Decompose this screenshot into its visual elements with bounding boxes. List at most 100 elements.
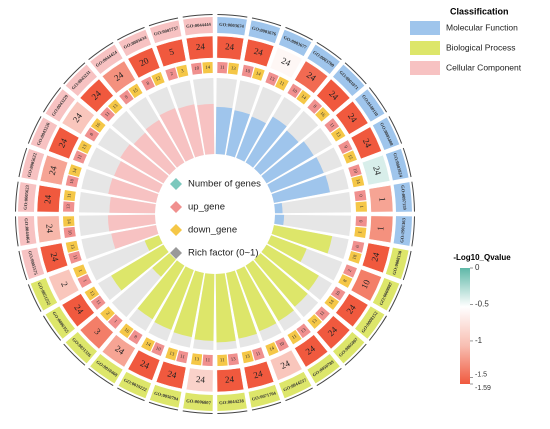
up-gene-count: 10 (194, 66, 200, 72)
term-band (65, 64, 98, 97)
gene-count: 2 (59, 280, 70, 288)
term-band (65, 332, 98, 364)
up-gene-cell (252, 347, 265, 361)
colorbar-title: -Log10_Qvalue (453, 253, 511, 262)
term-label: GO:0044238 (219, 398, 245, 405)
gene-cell (243, 38, 275, 68)
down-gene-cell (141, 337, 155, 352)
up-gene-count: 10 (351, 168, 357, 175)
up-gene-cell (324, 118, 340, 133)
gene-count: 24 (371, 165, 383, 177)
rich-track (274, 191, 351, 214)
rich-track (274, 214, 351, 237)
outer-axis (368, 315, 387, 341)
down-gene-count: 11 (67, 193, 73, 199)
outer-axis (27, 284, 42, 312)
term-band (333, 64, 365, 97)
gene-cell (361, 154, 391, 186)
outer-axis (251, 401, 282, 411)
down-gene-cell (191, 353, 203, 366)
gene-cell (101, 334, 136, 368)
rich-bar (274, 203, 283, 214)
outer-axis (43, 315, 62, 341)
up-gene-count: 0 (359, 219, 364, 222)
outer-axis (344, 62, 367, 85)
down-gene-cell (119, 323, 134, 339)
down-gene-cell (348, 251, 362, 264)
down-gene-cell (63, 216, 75, 227)
up-gene-cell (63, 201, 75, 212)
term-band (90, 44, 123, 74)
outer-axis (18, 147, 28, 178)
gene-cell (335, 293, 369, 328)
term-label: GO:0006807 (186, 398, 212, 405)
outer-axis (63, 62, 86, 85)
up-gene-cell (202, 354, 213, 366)
down-gene-count: 13 (312, 318, 319, 325)
gene-count: 24 (195, 41, 205, 52)
up-gene-cell (265, 72, 279, 86)
down-gene-cell (217, 354, 228, 366)
down-gene-cell (315, 106, 330, 122)
down-gene-count: 18 (352, 254, 358, 261)
gene-count: 24 (369, 251, 381, 263)
up-gene-cell (241, 64, 254, 78)
up-gene-count: 13 (231, 357, 237, 363)
up-gene-count: 1 (112, 319, 118, 325)
up-gene-cell (307, 99, 323, 114)
up-gene-count: 10 (245, 69, 251, 75)
outer-axis (43, 87, 62, 113)
up-gene-count: 13 (300, 327, 307, 334)
term-band (372, 117, 400, 151)
term-label: GO:0005622 (26, 152, 37, 178)
up-gene-count: 8 (146, 81, 151, 87)
outer-axis (217, 14, 248, 18)
gene-count: 24 (44, 224, 55, 234)
term-label: GO:0071704 (251, 390, 277, 401)
gene-cell (79, 315, 114, 350)
outer-axis (117, 387, 145, 402)
up-gene-cell (73, 150, 87, 164)
down-gene-cell (84, 286, 100, 301)
term-band (372, 277, 400, 311)
gene-cell (368, 215, 394, 244)
rich-bar (245, 116, 287, 168)
up-gene-count: 9 (342, 145, 348, 150)
up-gene-cell (343, 264, 357, 278)
up-gene-cell (287, 83, 302, 99)
down-gene-cell (176, 64, 189, 78)
up-gene-cell (165, 67, 178, 81)
down-gene-cell (275, 76, 289, 91)
up-gene-cell (275, 337, 289, 352)
gene-cell (216, 367, 245, 393)
gene-count: 24 (225, 374, 235, 385)
term-band (217, 17, 247, 36)
gene-cell (127, 47, 161, 79)
outer-axis (388, 284, 403, 312)
legend-swatch (410, 21, 440, 35)
gene-cell (127, 349, 161, 381)
rich-bar (261, 244, 319, 291)
up-gene-cell (351, 240, 365, 253)
up-gene-count: 13 (268, 76, 275, 83)
rich-bar (111, 225, 159, 249)
outer-axis (402, 250, 412, 281)
colorbar (460, 268, 470, 384)
term-band (21, 247, 45, 280)
gene-cell (350, 268, 382, 302)
gene-cell (36, 215, 62, 244)
gene-cell (269, 47, 303, 79)
up-gene-cell (65, 175, 79, 188)
outer-axis (368, 87, 387, 113)
center-legend-icon (170, 201, 182, 213)
down-gene-count: 3 (181, 69, 185, 75)
up-gene-cell (90, 295, 106, 310)
up-gene-cell (296, 323, 311, 339)
term-label: GO:0044444 (186, 22, 212, 29)
down-gene-count: 13 (69, 244, 75, 250)
gene-cell (316, 315, 351, 350)
rich-bar (159, 108, 194, 162)
center-legend-label: Number of genes (188, 179, 261, 190)
gene-cell (36, 184, 62, 213)
down-gene-count: 14 (329, 299, 336, 306)
